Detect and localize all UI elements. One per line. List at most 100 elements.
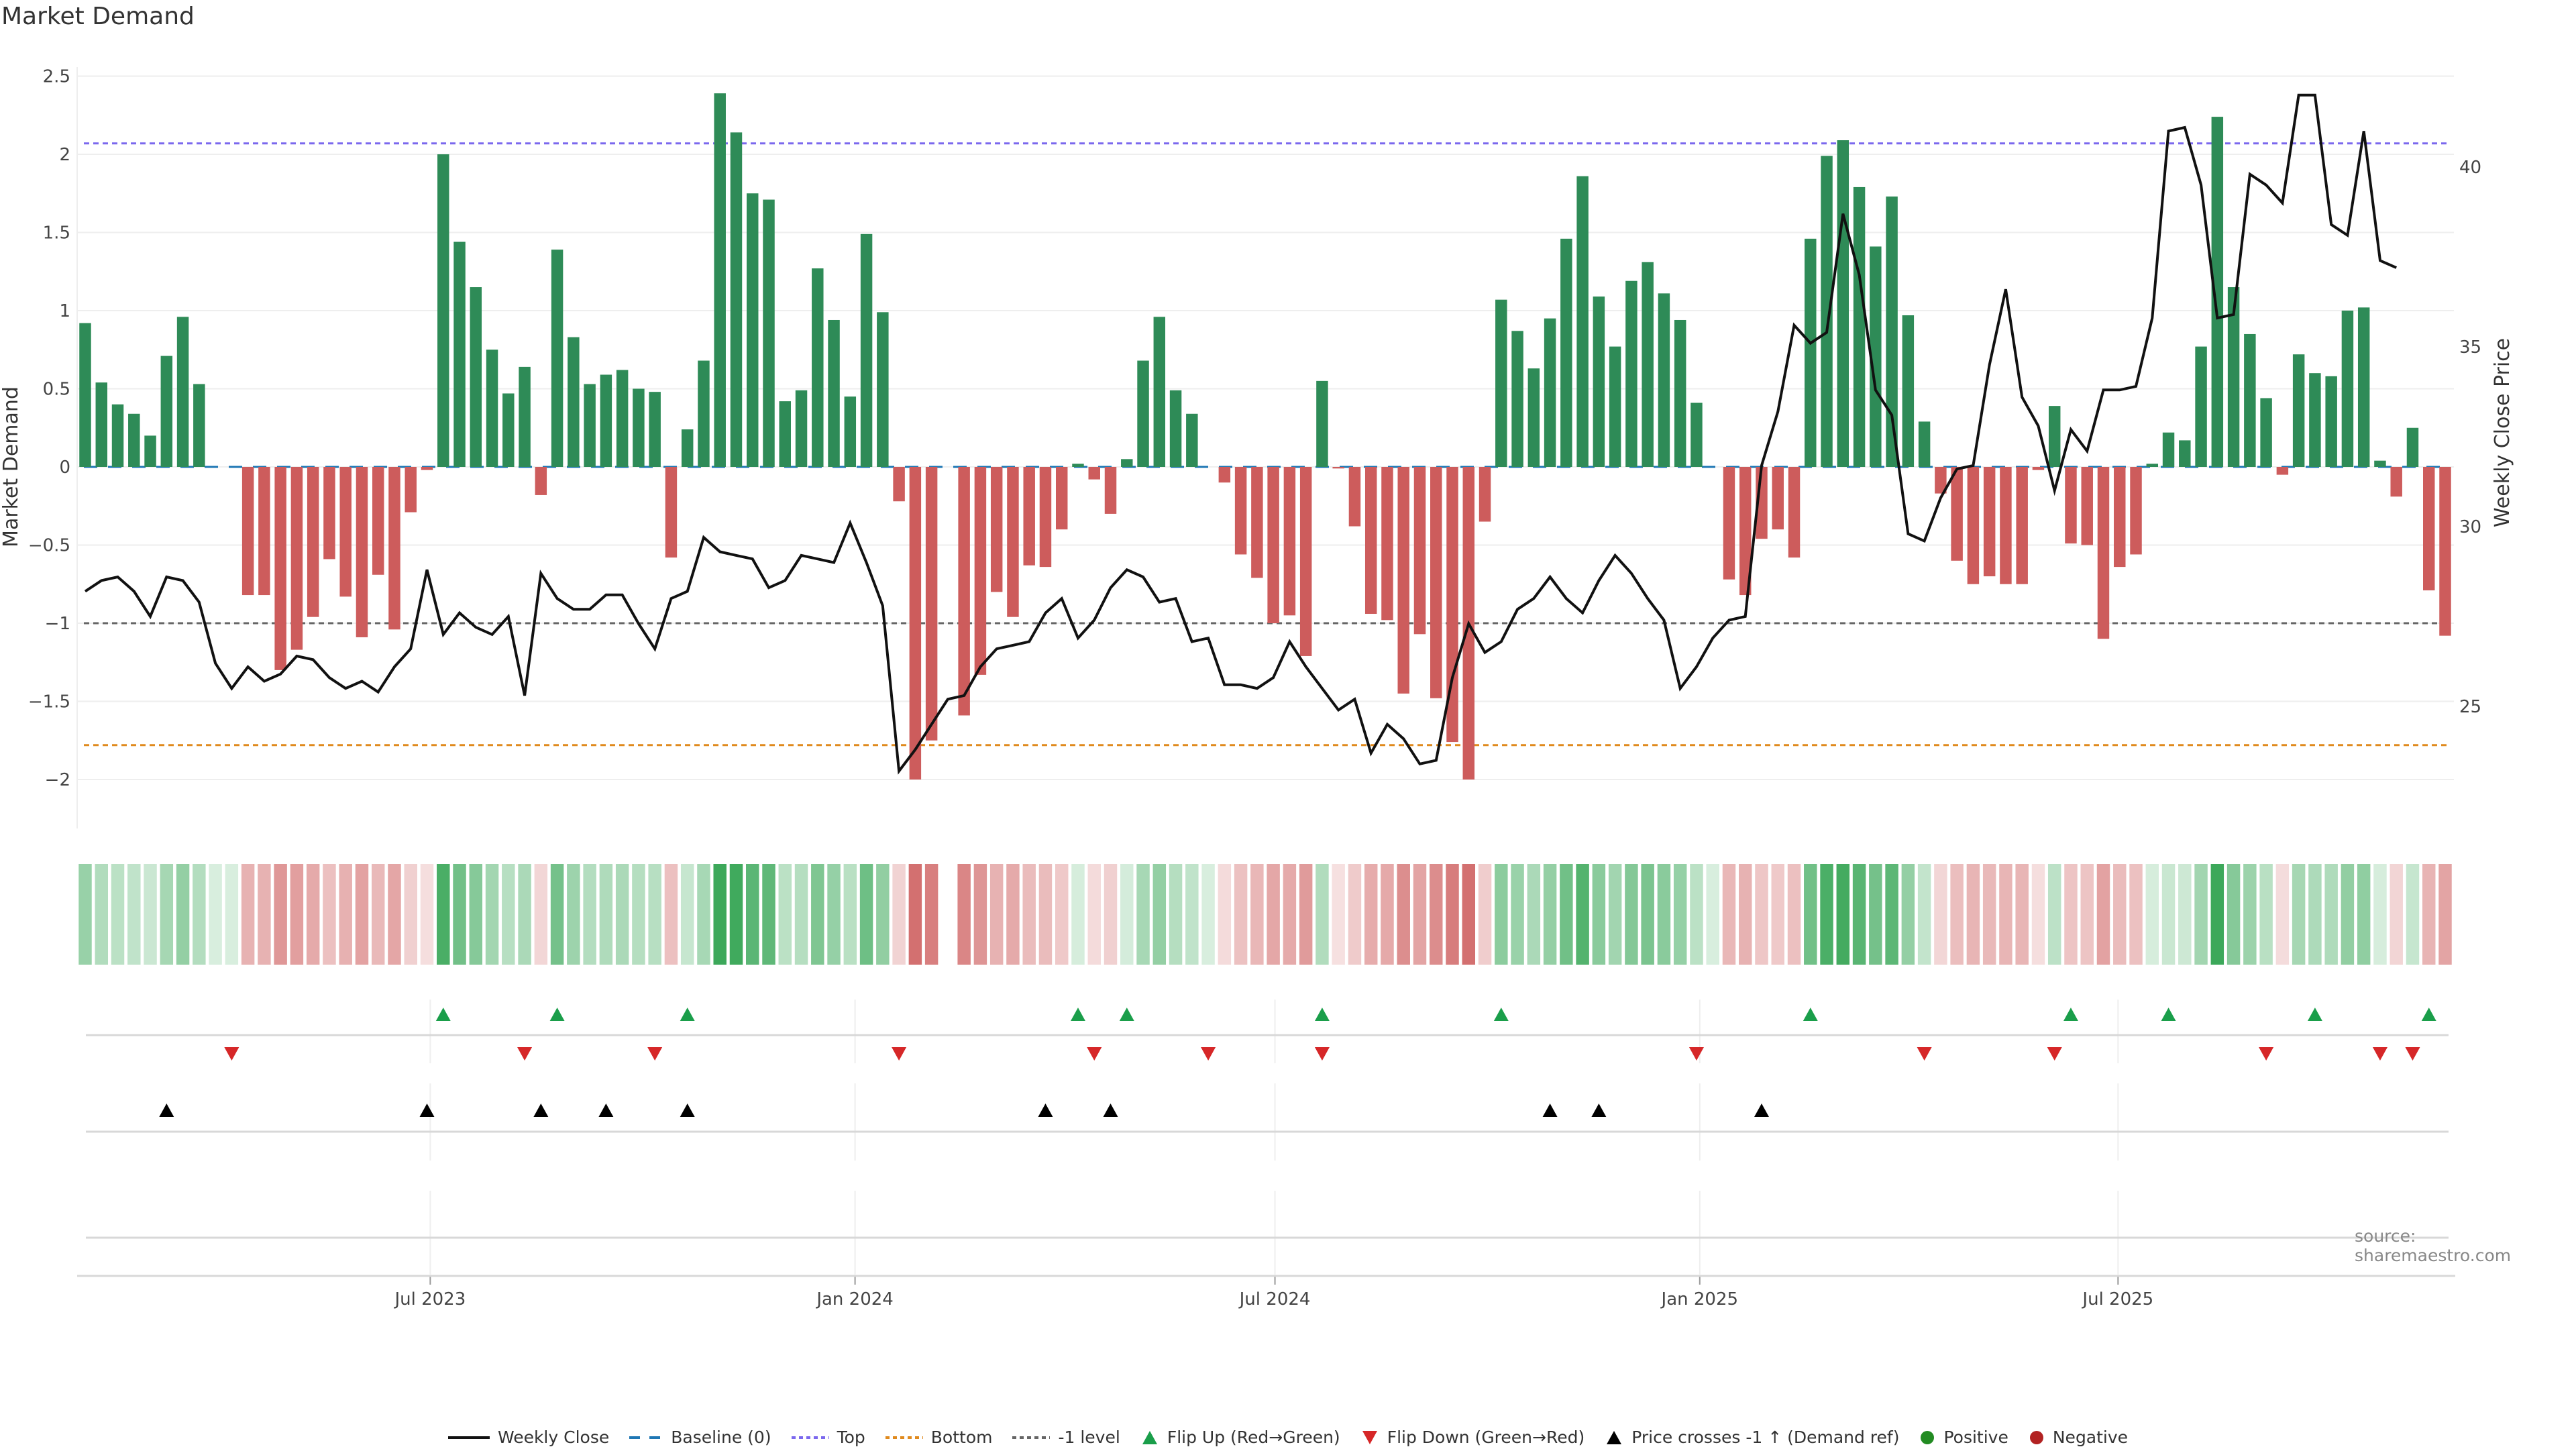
heatmap-cell: [1787, 864, 1801, 965]
heatmap-cell: [2145, 864, 2159, 965]
heatmap-cell: [1381, 864, 1394, 965]
y-tick-label: 0.5: [43, 380, 70, 400]
demand-bar: [1479, 467, 1491, 522]
demand-bar: [2423, 467, 2435, 591]
y-tick-label: 2.5: [43, 67, 70, 87]
demand-bar: [2260, 398, 2272, 467]
heatmap-cell: [2210, 864, 2224, 965]
demand-bar: [176, 317, 189, 467]
heatmap-cell: [2031, 864, 2045, 965]
demand-bar: [1397, 467, 1409, 694]
demand-bar: [649, 392, 661, 467]
legend-item-weekly-close[interactable]: Weekly Close: [447, 1428, 609, 1447]
heatmap-cell: [160, 864, 174, 965]
heatmap-cell: [1185, 864, 1199, 965]
heatmap-cell: [2243, 864, 2257, 965]
demand-bar: [747, 193, 759, 467]
demand-bar: [2065, 467, 2077, 544]
demand-bar: [339, 467, 352, 597]
heatmap-cell: [371, 864, 385, 965]
heatmap-cell: [1673, 864, 1687, 965]
demand-bar: [2032, 467, 2045, 470]
heatmap-cell: [1283, 864, 1297, 965]
y2-axis-ticks: 40 35 30 25: [2459, 158, 2481, 717]
demand-bar: [2439, 467, 2451, 636]
grid-lines: [76, 67, 2454, 828]
legend-item-bottom[interactable]: Bottom: [885, 1428, 993, 1447]
legend-item-minus1-level[interactable]: -1 level: [1012, 1428, 1120, 1447]
heatmap-cell: [502, 864, 515, 965]
demand-bar: [1837, 140, 1849, 467]
demand-bar: [568, 337, 580, 467]
heatmap-cell: [2422, 864, 2436, 965]
heatmap-cell: [355, 864, 369, 965]
heatmap-cell: [876, 864, 890, 965]
demand-bar: [1381, 467, 1393, 621]
heatmap-cell: [1234, 864, 1248, 965]
flip-down-marker: [2405, 1047, 2420, 1061]
heatmap-cell: [1104, 864, 1118, 965]
demand-bar: [1527, 368, 1540, 467]
price-cross-marker: [680, 1104, 695, 1117]
heatmap-cell: [567, 864, 580, 965]
legend-label: Bottom: [930, 1428, 993, 1447]
heatmap-cell: [648, 864, 661, 965]
demand-bar: [79, 323, 91, 467]
demand-bar: [1609, 346, 1621, 467]
heatmap-cell: [1592, 864, 1606, 965]
demand-bar: [1413, 467, 1426, 635]
demand-bar: [1593, 297, 1605, 467]
demand-bar: [1299, 467, 1312, 656]
flip-down-marker: [1201, 1047, 1216, 1061]
heatmap-cell: [1055, 864, 1069, 965]
flip-up-marker: [2063, 1008, 2078, 1021]
demand-bar: [779, 401, 792, 467]
demand-bar: [2000, 467, 2012, 584]
source-credit: source: sharemaestro.com: [2355, 1226, 2512, 1265]
demand-bar: [2097, 467, 2110, 639]
demand-bar: [2244, 333, 2256, 467]
demand-bar: [1283, 467, 1296, 616]
heatmap-cell: [176, 864, 190, 965]
flip-up-marker: [1119, 1008, 1134, 1021]
demand-bar: [2390, 467, 2402, 497]
demand-bar: [714, 93, 726, 467]
legend-item-flip-up[interactable]: Flip Up (Red→Green): [1140, 1428, 1340, 1447]
heatmap-cell: [1478, 864, 1492, 965]
legend-item-baseline[interactable]: Baseline (0): [629, 1428, 771, 1447]
heatmap-cell: [420, 864, 434, 965]
legend-item-negative[interactable]: Negative: [2029, 1428, 2128, 1447]
chart-title: Market Demand: [1, 3, 195, 30]
heatmap-cell: [599, 864, 613, 965]
demand-bars: [79, 93, 2451, 780]
demand-bar: [1186, 413, 1198, 467]
legend-item-price-cross[interactable]: Price crosses -1 ↑ (Demand ref): [1605, 1428, 1899, 1447]
heatmap-cell: [111, 864, 125, 965]
heatmap-cell: [95, 864, 108, 965]
heatmap-cell: [1869, 864, 1882, 965]
heatmap-cell: [2226, 864, 2241, 965]
heatmap-cell: [729, 864, 743, 965]
demand-bar: [1495, 299, 1507, 467]
legend-item-top[interactable]: Top: [791, 1428, 865, 1447]
legend-label: Price crosses -1 ↑ (Demand ref): [1631, 1428, 1900, 1447]
y-tick-label: 0: [59, 458, 70, 478]
price-cross-marker: [598, 1104, 614, 1117]
heatmap-cell: [1966, 864, 1980, 965]
flip-down-marker: [892, 1047, 907, 1061]
heatmap-cell: [664, 864, 678, 965]
heatmap-cell: [2259, 864, 2273, 965]
legend-item-positive[interactable]: Positive: [1919, 1428, 2008, 1447]
demand-bar: [665, 467, 678, 558]
heatmap-cell: [2194, 864, 2208, 965]
demand-bar: [1007, 467, 1019, 617]
demand-bar: [1104, 467, 1117, 514]
legend-item-flip-down[interactable]: Flip Down (Green→Red): [1360, 1428, 1585, 1447]
y-tick-label: −1.5: [28, 692, 70, 712]
x-tick-label: Jul 2024: [1238, 1289, 1311, 1309]
demand-bar: [144, 435, 156, 467]
heatmap-cell: [1706, 864, 1719, 965]
heatmap-cell: [485, 864, 499, 965]
heatmap-cell: [2064, 864, 2078, 965]
demand-bar: [405, 467, 417, 513]
